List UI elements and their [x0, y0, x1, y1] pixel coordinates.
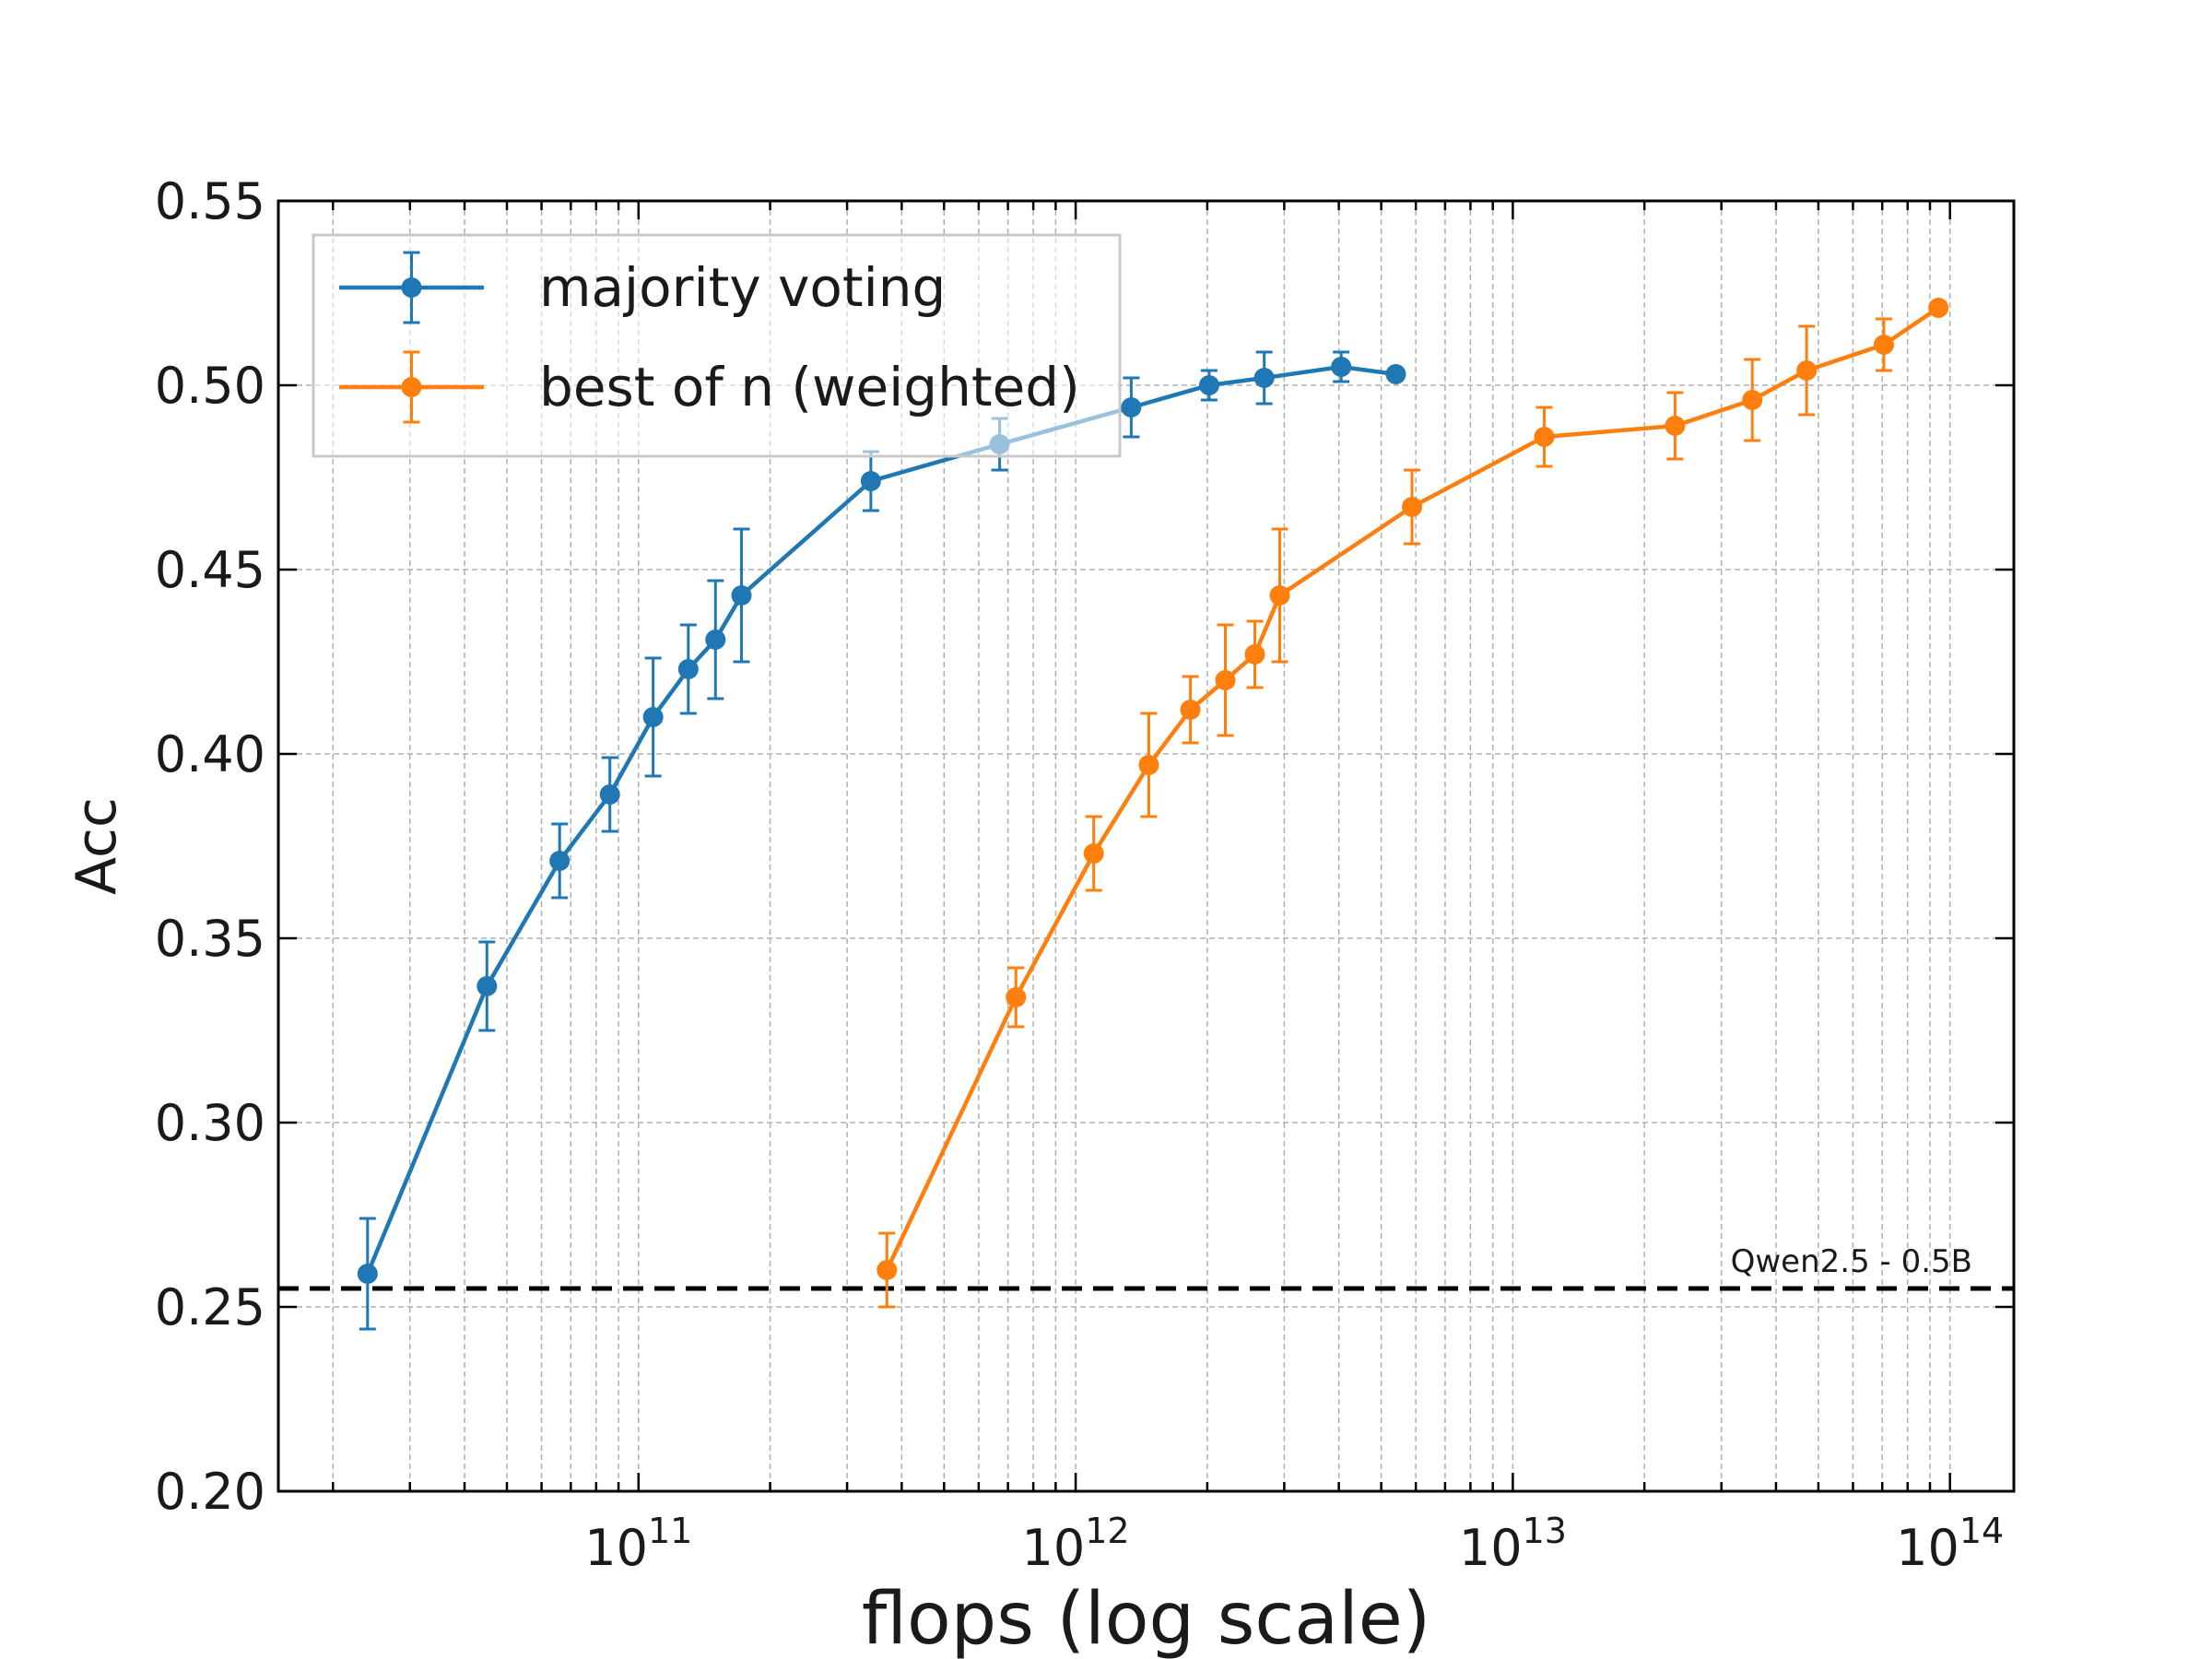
- data-point: [1796, 360, 1818, 381]
- data-point: [1665, 416, 1686, 436]
- y-tick-label: 0.45: [155, 541, 265, 599]
- y-tick-label: 0.55: [155, 172, 265, 230]
- series-1: [357, 350, 1406, 1331]
- legend: majority voting best of n (weighted): [312, 233, 1122, 458]
- data-point: [549, 851, 571, 871]
- legend-swatch-marker: [401, 377, 422, 397]
- data-point: [1083, 843, 1104, 864]
- data-point: [642, 707, 664, 727]
- data-point: [599, 784, 620, 805]
- data-point: [1198, 375, 1219, 395]
- x-tick-label: 1014: [1896, 1511, 2004, 1577]
- y-tick-label: 0.35: [155, 910, 265, 968]
- data-point: [1742, 390, 1763, 410]
- data-point: [1928, 298, 1949, 318]
- data-point: [1331, 357, 1352, 377]
- y-tick-label: 0.50: [155, 357, 265, 415]
- data-point: [1006, 987, 1027, 1007]
- series-layer: [357, 298, 1949, 1331]
- axis-ticks: [278, 199, 2014, 1493]
- y-tick-label: 0.25: [155, 1278, 265, 1336]
- data-point: [731, 585, 752, 606]
- series-line: [365, 364, 1396, 1275]
- plot-frame: [276, 199, 2016, 1493]
- data-point: [1402, 497, 1423, 517]
- legend-swatch-marker: [401, 277, 422, 298]
- data-point: [357, 1264, 378, 1284]
- y-tick-label: 0.20: [155, 1463, 265, 1521]
- x-tick-label: 1012: [1022, 1511, 1130, 1577]
- y-tick-label: 0.30: [155, 1094, 265, 1152]
- data-point: [1253, 368, 1275, 388]
- data-point: [1269, 585, 1290, 606]
- data-point: [1534, 427, 1555, 447]
- legend-label: majority voting: [539, 256, 946, 319]
- data-point: [860, 471, 881, 491]
- data-point: [1244, 644, 1265, 665]
- data-point: [705, 629, 726, 650]
- reference-line-label: Qwen2.5 - 0.5B: [1731, 1243, 1972, 1280]
- y-axis-title: Acc: [65, 797, 129, 895]
- data-point: [477, 976, 498, 996]
- legend-label: best of n (weighted): [539, 356, 1080, 418]
- data-point: [1180, 700, 1201, 720]
- series-2: [877, 298, 1949, 1309]
- data-point: [677, 659, 699, 679]
- x-tick-labels: 1011 1012 1013 1014: [584, 1511, 2004, 1577]
- x-tick-label: 1013: [1459, 1511, 1567, 1577]
- legend-box: [312, 233, 1122, 458]
- x-axis-title: flops (log scale): [862, 1578, 1430, 1659]
- y-tick-label: 0.40: [155, 725, 265, 783]
- data-point: [1138, 755, 1159, 775]
- data-point: [877, 1260, 898, 1280]
- data-point: [1873, 335, 1894, 355]
- data-point: [1121, 397, 1142, 418]
- reference-line-group: Qwen2.5 - 0.5B: [278, 1243, 2014, 1291]
- y-tick-labels: 0.20 0.25 0.30 0.35 0.40 0.45 0.50 0.55: [155, 172, 265, 1521]
- data-point: [1385, 364, 1406, 384]
- x-tick-label: 1011: [584, 1511, 692, 1577]
- data-point: [1215, 670, 1236, 690]
